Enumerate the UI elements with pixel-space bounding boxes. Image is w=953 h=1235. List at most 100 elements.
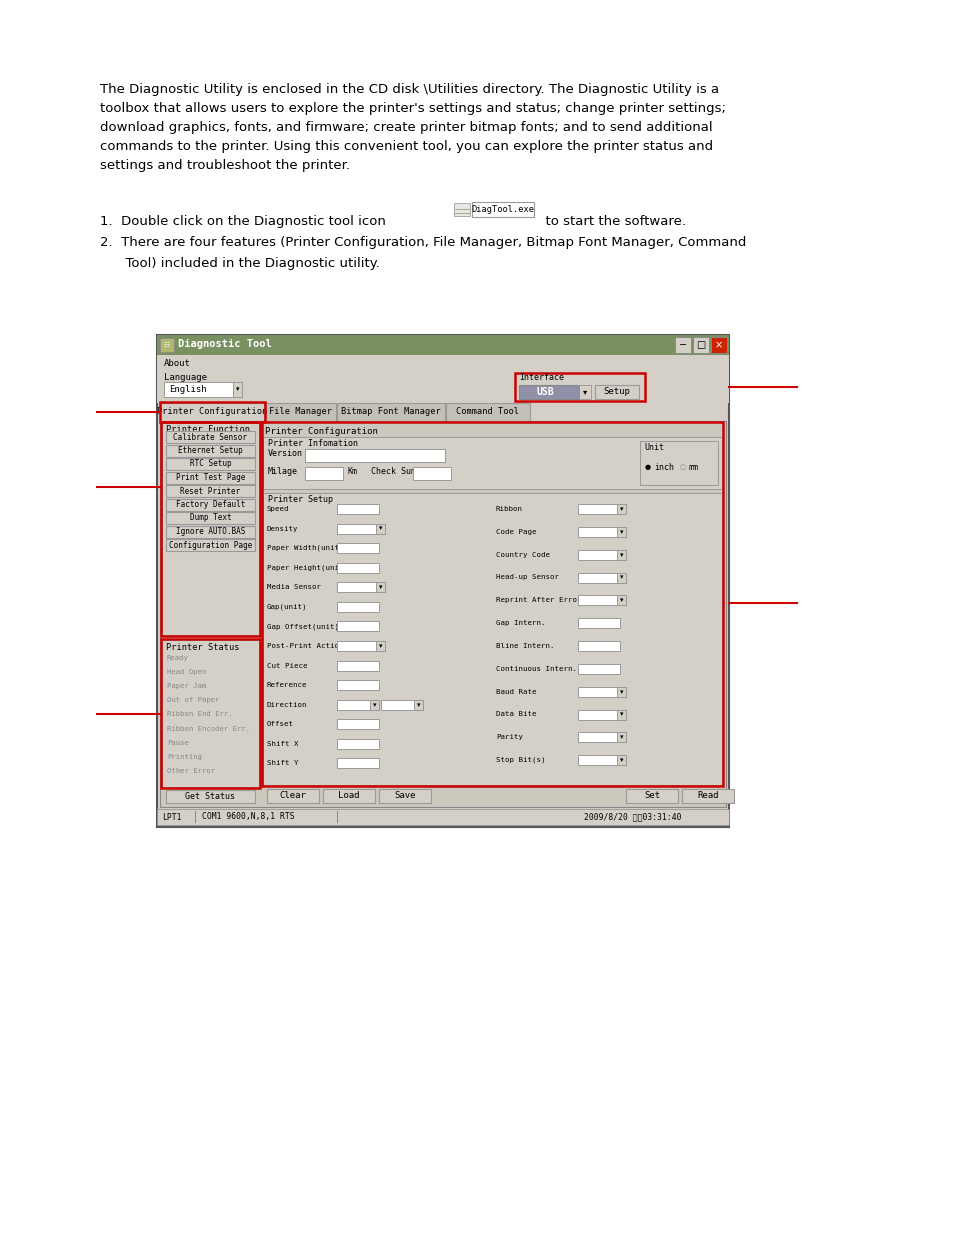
Text: □: □ — [696, 340, 705, 350]
Bar — [413, 467, 451, 480]
Text: Unit: Unit — [643, 442, 663, 452]
Bar — [692, 337, 708, 353]
Text: Head Open: Head Open — [167, 669, 206, 676]
Text: ▾: ▾ — [619, 711, 622, 718]
Bar — [194, 811, 195, 823]
Text: ▾: ▾ — [619, 598, 622, 604]
Bar — [336, 582, 385, 593]
Text: Gap(unit): Gap(unit) — [267, 604, 307, 610]
Text: ▾: ▾ — [235, 387, 239, 393]
Text: Printer Function: Printer Function — [166, 426, 250, 435]
Text: Language: Language — [164, 373, 207, 382]
Text: Density: Density — [267, 526, 298, 531]
Text: ▾: ▾ — [378, 526, 382, 531]
Bar — [160, 403, 264, 421]
Bar — [262, 422, 722, 785]
Bar — [446, 403, 530, 421]
Bar — [578, 550, 625, 559]
Text: Paper Jam: Paper Jam — [167, 683, 206, 689]
Text: ×: × — [714, 340, 722, 350]
Bar — [162, 424, 258, 635]
Text: −: − — [679, 340, 686, 350]
Bar — [617, 595, 625, 605]
Bar — [265, 403, 335, 421]
Text: Printer Configuration: Printer Configuration — [156, 408, 267, 416]
Text: Stop Bit(s): Stop Bit(s) — [496, 757, 545, 763]
Text: 2.  There are four features (Printer Configuration, File Manager, Bitmap Font Ma: 2. There are four features (Printer Conf… — [100, 236, 745, 249]
Text: inch: inch — [654, 462, 673, 472]
Text: Paper Height(unit): Paper Height(unit) — [267, 564, 348, 571]
Bar — [472, 203, 534, 217]
Bar — [263, 437, 721, 489]
Bar — [305, 467, 343, 480]
Text: Ribbon: Ribbon — [496, 506, 522, 513]
Text: Reset Printer: Reset Printer — [180, 487, 240, 495]
Bar — [578, 709, 625, 720]
Bar — [617, 709, 625, 720]
Bar — [157, 370, 728, 403]
Text: ▾: ▾ — [619, 735, 622, 740]
Text: RTC Setup: RTC Setup — [190, 459, 231, 468]
Bar — [166, 445, 254, 457]
Text: settings and troubleshoot the printer.: settings and troubleshoot the printer. — [100, 159, 350, 172]
Text: Tool) included in the Diagnostic utility.: Tool) included in the Diagnostic utility… — [100, 257, 379, 270]
Text: Baud Rate: Baud Rate — [496, 689, 536, 694]
Bar — [323, 789, 375, 803]
Bar — [166, 538, 254, 551]
Bar — [370, 700, 378, 710]
Text: ▾: ▾ — [373, 701, 375, 708]
Text: Code Page: Code Page — [496, 529, 536, 535]
Text: Print Test Page: Print Test Page — [175, 473, 245, 482]
Text: Clear: Clear — [279, 792, 306, 800]
Bar — [336, 700, 378, 710]
Bar — [336, 524, 385, 534]
Bar — [336, 504, 378, 514]
Text: Gap Offset(unit): Gap Offset(unit) — [267, 624, 338, 630]
Text: Factory Default: Factory Default — [175, 500, 245, 509]
Text: Ribbon End Err.: Ribbon End Err. — [167, 711, 233, 718]
Bar — [336, 719, 378, 730]
Text: ▾: ▾ — [378, 584, 382, 590]
Text: LPT1: LPT1 — [162, 813, 181, 821]
Bar — [681, 789, 733, 803]
Bar — [578, 664, 619, 674]
Text: Bitmap Font Manager: Bitmap Font Manager — [341, 408, 440, 416]
Text: Ignore AUTO.BAS: Ignore AUTO.BAS — [175, 527, 245, 536]
Text: Gap Intern.: Gap Intern. — [496, 620, 545, 626]
Text: Printer Status: Printer Status — [166, 642, 239, 652]
Bar — [578, 619, 619, 629]
Bar — [305, 450, 444, 462]
Text: Country Code: Country Code — [496, 552, 550, 558]
Bar — [166, 485, 254, 496]
Bar — [336, 758, 378, 768]
Text: Set: Set — [643, 792, 659, 800]
Text: Pause: Pause — [167, 740, 189, 746]
Text: mm: mm — [688, 462, 699, 472]
Text: ▾: ▾ — [619, 529, 622, 535]
Text: ▾: ▾ — [378, 643, 382, 650]
Bar — [336, 563, 378, 573]
Bar — [578, 755, 625, 766]
Bar — [166, 790, 254, 803]
Text: DiagTool.exe: DiagTool.exe — [471, 205, 534, 215]
Bar — [378, 789, 431, 803]
Bar — [617, 527, 625, 537]
Bar — [263, 493, 721, 785]
Text: to start the software.: to start the software. — [537, 215, 685, 228]
Text: ▾: ▾ — [619, 506, 622, 513]
Bar — [578, 385, 590, 399]
Bar — [157, 335, 728, 827]
Text: Other Error: Other Error — [167, 768, 214, 774]
Bar — [380, 700, 422, 710]
Bar — [160, 421, 725, 806]
Bar — [518, 385, 578, 399]
Bar — [336, 641, 385, 651]
Bar — [157, 354, 728, 370]
Text: Paper Width(unit): Paper Width(unit) — [267, 545, 343, 551]
Bar — [578, 504, 625, 514]
Text: Read: Read — [697, 792, 718, 800]
Bar — [454, 203, 470, 216]
Text: Out of Paper: Out of Paper — [167, 698, 219, 704]
Bar — [375, 641, 385, 651]
Text: ▾: ▾ — [619, 689, 622, 694]
